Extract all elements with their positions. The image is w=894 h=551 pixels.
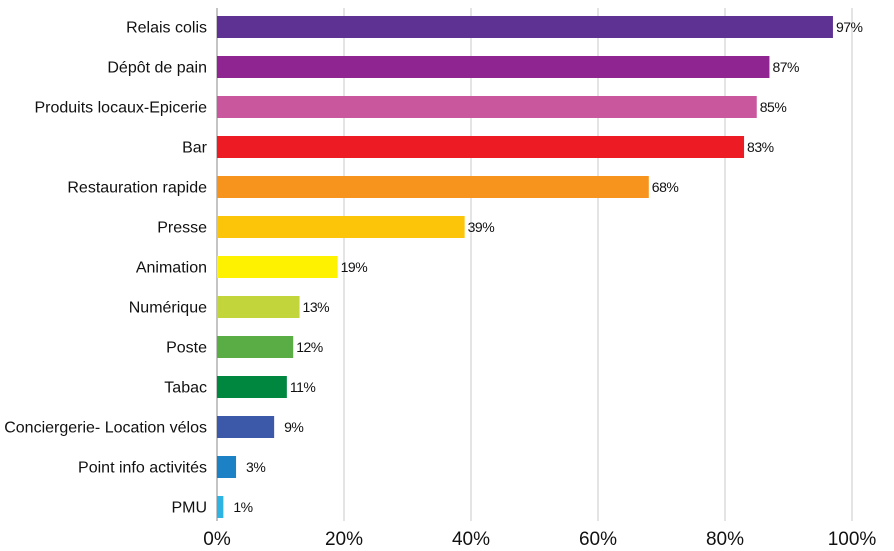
value-label: 85% (760, 99, 787, 115)
category-label: Restauration rapide (67, 180, 207, 197)
bar (217, 176, 649, 198)
x-axis-tick-labels: 0% 20% 40% 60% 80% 100% (203, 529, 876, 550)
bars (217, 16, 833, 518)
x-tick-label: 60% (579, 529, 617, 550)
category-label: Point info activités (78, 460, 207, 477)
value-label: 3% (246, 459, 265, 475)
bar (217, 416, 275, 438)
category-label: Produits locaux-Epicerie (34, 100, 207, 117)
bar (217, 496, 224, 518)
category-label: Relais colis (126, 20, 207, 37)
category-label: Tabac (164, 380, 207, 397)
value-label: 12% (296, 339, 323, 355)
category-label: Poste (166, 340, 207, 357)
value-label: 39% (468, 219, 495, 235)
value-label: 19% (341, 259, 368, 275)
value-label: 83% (747, 139, 774, 155)
category-label: Presse (157, 220, 207, 237)
category-label: Numérique (129, 300, 207, 317)
value-label: 97% (836, 19, 863, 35)
bar (217, 296, 300, 318)
category-label: PMU (171, 500, 207, 517)
bar (217, 456, 237, 478)
value-label: 87% (772, 59, 799, 75)
bar (217, 256, 338, 278)
x-tick-label: 80% (706, 529, 744, 550)
bar (217, 56, 770, 78)
category-label: Conciergerie- Location vélos (4, 420, 207, 437)
bar (217, 136, 745, 158)
value-label: 68% (652, 179, 679, 195)
category-label: Bar (182, 140, 208, 157)
bar (217, 336, 294, 358)
category-label: Dépôt de pain (107, 60, 207, 77)
x-tick-label: 0% (203, 529, 231, 550)
x-tick-label: 20% (325, 529, 363, 550)
x-tick-label: 100% (828, 529, 877, 550)
bar (217, 216, 465, 238)
value-label: 13% (303, 299, 330, 315)
category-labels: Relais colis Dépôt de pain Produits locaux… (4, 20, 207, 517)
bar (217, 96, 757, 118)
x-tick-label: 40% (452, 529, 490, 550)
bar (217, 376, 287, 398)
category-label: Animation (136, 260, 207, 277)
value-label: 11% (290, 379, 316, 395)
value-label: 1% (233, 499, 252, 515)
value-label: 9% (284, 419, 303, 435)
value-labels: 97% 87% 85% 83% 68% 39% 19% 13% 12% 11% 9% 3% 1% (233, 19, 863, 515)
bar (217, 16, 833, 38)
